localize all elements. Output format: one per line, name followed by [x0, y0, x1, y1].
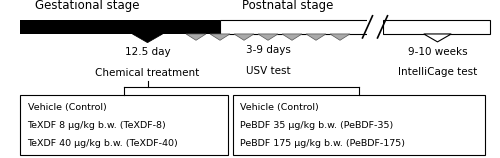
Text: USV test: USV test — [246, 66, 290, 76]
Bar — [367, 17, 383, 37]
Polygon shape — [330, 34, 350, 40]
Polygon shape — [306, 34, 326, 40]
Bar — [20, 95, 228, 155]
Bar — [382, 20, 490, 34]
Bar — [232, 95, 485, 155]
Text: 12.5 day: 12.5 day — [124, 47, 170, 57]
Bar — [220, 20, 368, 34]
Text: Vehicle (Control): Vehicle (Control) — [240, 103, 319, 112]
Text: PeBDF 35 μg/kg b.w. (PeBDF-35): PeBDF 35 μg/kg b.w. (PeBDF-35) — [240, 121, 393, 130]
Polygon shape — [210, 34, 230, 40]
Text: Postnatal stage: Postnatal stage — [242, 0, 333, 12]
Text: TeXDF 8 μg/kg b.w. (TeXDF-8): TeXDF 8 μg/kg b.w. (TeXDF-8) — [28, 121, 166, 130]
Polygon shape — [424, 34, 451, 42]
Polygon shape — [186, 34, 206, 40]
Polygon shape — [258, 34, 278, 40]
Bar — [20, 20, 220, 34]
Text: 3-9 days: 3-9 days — [246, 45, 290, 55]
Text: IntelliCage test: IntelliCage test — [398, 67, 477, 77]
Text: TeXDF 40 μg/kg b.w. (TeXDF-40): TeXDF 40 μg/kg b.w. (TeXDF-40) — [28, 139, 178, 148]
Text: Chemical treatment: Chemical treatment — [96, 68, 200, 78]
Text: Vehicle (Control): Vehicle (Control) — [28, 103, 106, 112]
Polygon shape — [282, 34, 302, 40]
Text: Gestational stage: Gestational stage — [35, 0, 140, 12]
Text: PeBDF 175 μg/kg b.w. (PeBDF-175): PeBDF 175 μg/kg b.w. (PeBDF-175) — [240, 139, 405, 148]
Text: 9-10 weeks: 9-10 weeks — [408, 47, 468, 57]
Polygon shape — [234, 34, 254, 40]
Polygon shape — [132, 34, 162, 43]
